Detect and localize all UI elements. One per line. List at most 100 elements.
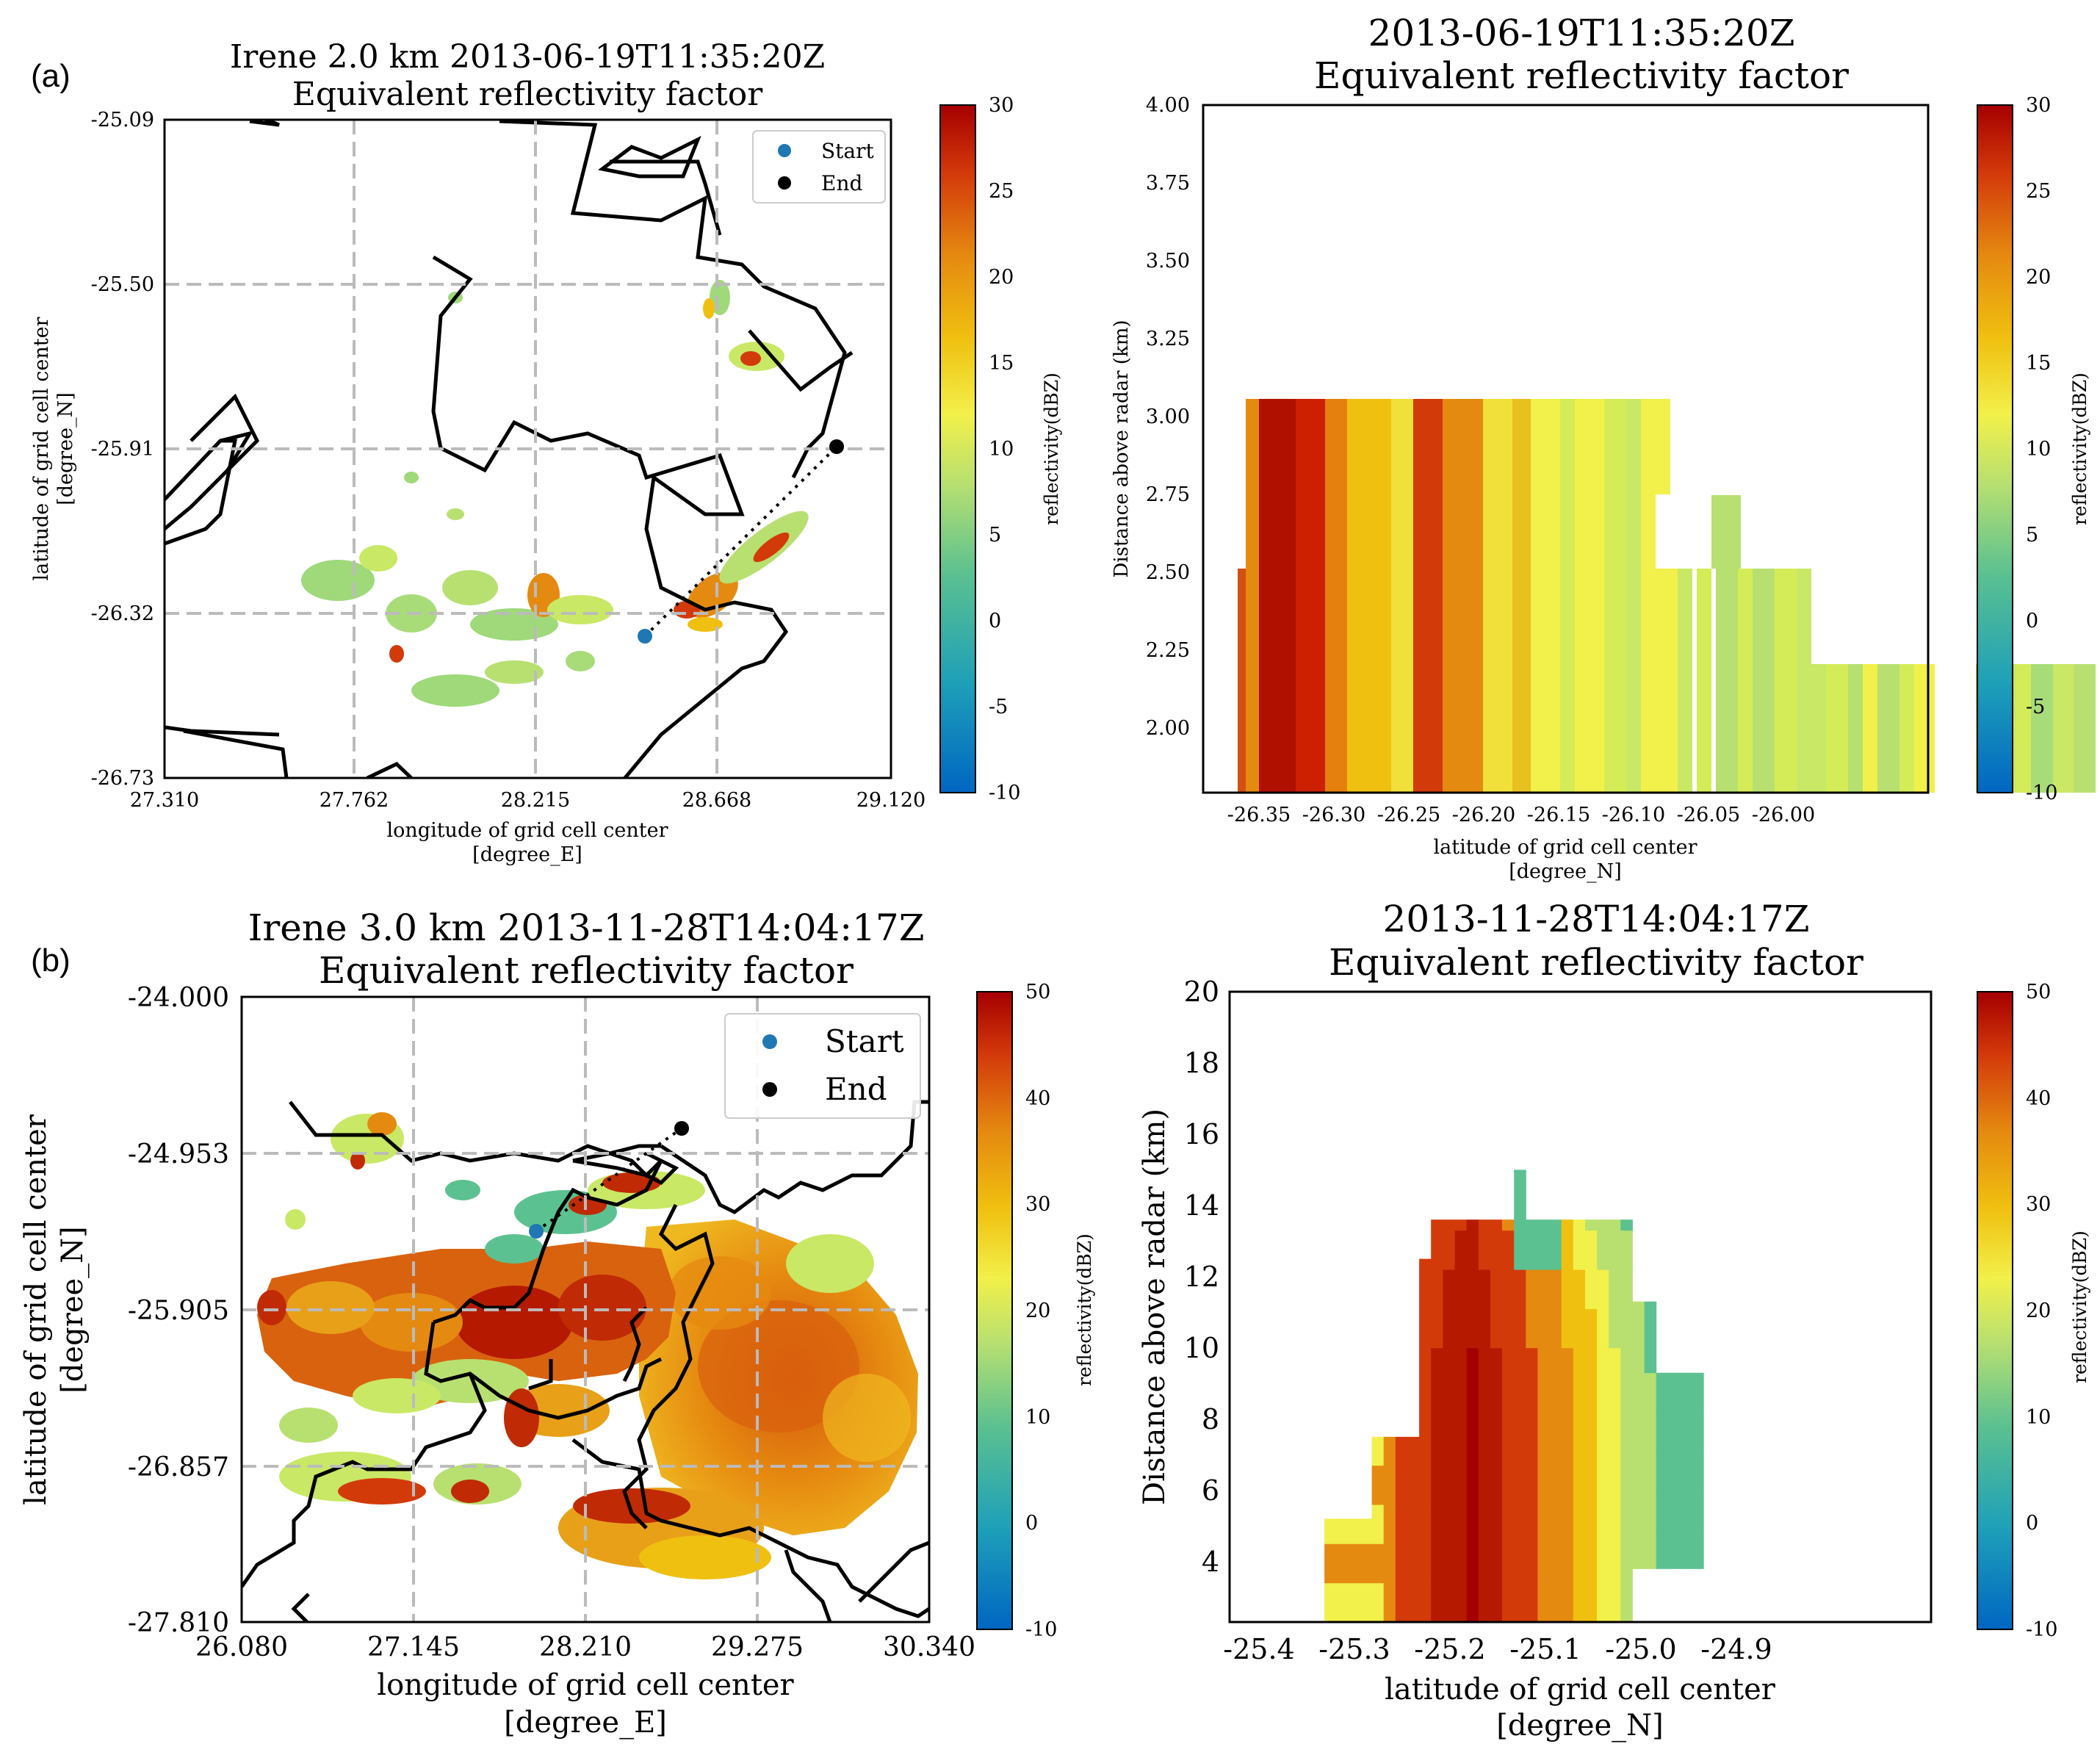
- a-map-end-marker: [829, 439, 844, 454]
- b-xs-cell: [1597, 1504, 1609, 1544]
- b-xs-cell: [1502, 1504, 1515, 1544]
- b-xs-cell: [1514, 1170, 1526, 1192]
- b-xs-cell: [1502, 1582, 1515, 1623]
- b-xs-cell: [1324, 1518, 1337, 1544]
- a-xs-xlabel: latitude of grid cell center: [1433, 836, 1697, 859]
- b-xs-cell: [1656, 1412, 1669, 1452]
- b-xs-cell: [1609, 1308, 1621, 1349]
- b-xs-cell: [1597, 1465, 1609, 1505]
- b-xs-cell: [1454, 1347, 1468, 1388]
- b-xs-ytick: 18: [1184, 1047, 1219, 1079]
- b-xs-cell: [1395, 1582, 1408, 1623]
- b-xs-cell: [1443, 1230, 1455, 1270]
- b-xs-cell: [1549, 1582, 1562, 1623]
- panel-label-b: (b): [31, 943, 71, 979]
- b-xs-cell: [1466, 1219, 1479, 1231]
- b-xs-cell: [1549, 1504, 1562, 1544]
- a-map-xlabel: longitude of grid cell center: [387, 819, 668, 842]
- b-xs-cell: [1620, 1504, 1633, 1544]
- b-xs-cell: [1466, 1426, 1479, 1466]
- a-xs-cbar-tick: 25: [2026, 180, 2051, 203]
- b-xs-cell: [1680, 1490, 1692, 1530]
- b-xs-cell: [1573, 1504, 1586, 1544]
- b-xs-cell: [1514, 1426, 1526, 1466]
- a-map-yticks: -25.09 -25.50 -25.91 -26.32 -26.73: [91, 109, 154, 790]
- b-xs-cell: [1537, 1465, 1550, 1505]
- a-map-xtick: 28.668: [682, 789, 751, 812]
- b-xs-cell: [1431, 1504, 1443, 1544]
- a-map-ytick: -25.91: [91, 438, 154, 461]
- b-xs-cell: [1360, 1543, 1372, 1584]
- b-xs-cell: [1466, 1543, 1479, 1584]
- b-xs-ytick: 20: [1184, 976, 1219, 1008]
- b-xs-cell: [1644, 1372, 1657, 1413]
- b-xs-xtick: -25.3: [1318, 1633, 1390, 1665]
- b-xs-cell: [1597, 1219, 1609, 1231]
- b-xs-frame: [1228, 990, 1933, 1624]
- b-xs-ytick: 4: [1202, 1546, 1219, 1578]
- b-xs-cell: [1644, 1301, 1657, 1334]
- b-xs-cell: [1371, 1543, 1385, 1584]
- b-xs-cell: [1466, 1387, 1479, 1427]
- b-xs-cell: [1692, 1529, 1704, 1569]
- b-xs-cell: [1454, 1426, 1468, 1466]
- b-xs-cell: [1502, 1269, 1515, 1309]
- b-xs-cell: [1478, 1308, 1491, 1349]
- chart-b-xs: 2013-11-28T14:04:17Z Equivalent reflecti…: [1329, 898, 1863, 984]
- a-map-ytick: -25.50: [91, 273, 154, 296]
- b-xs-cell: [1502, 1308, 1515, 1349]
- chart-a-xs: 2013-06-19T11:35:20Z Equivalent reflecti…: [1238, 12, 2096, 793]
- b-xs-cell: [1407, 1436, 1420, 1466]
- b-xs-cell: [1431, 1465, 1443, 1505]
- b-xs-cell: [1597, 1269, 1609, 1309]
- b-xs-cell: [1609, 1504, 1621, 1544]
- b-xs-cell: [1407, 1465, 1420, 1505]
- b-xs-cell: [1573, 1269, 1586, 1309]
- b-xs-cell: [1620, 1543, 1633, 1584]
- b-xs-cell: [1609, 1426, 1621, 1466]
- a-xs-ytick: 3.75: [1146, 172, 1190, 195]
- a-xs-axes: 4.00 3.75 3.50 3.25 3.00 2.75 2.50 2.25 …: [1111, 94, 1930, 883]
- b-map-legend: Start End: [724, 1013, 921, 1119]
- b-xs-cell: [1620, 1269, 1633, 1309]
- b-map-cbar-tick: 20: [1025, 1300, 1050, 1322]
- b-xs-cell: [1597, 1387, 1609, 1427]
- a-xs-cbar-tick: 10: [2026, 438, 2051, 461]
- b-xs-colorbar: 50 40 30 20 10 0 -10 reflectivity(dBZ): [1977, 981, 2090, 1641]
- b-xs-cell: [1514, 1582, 1526, 1623]
- a-map-cbar-tick: 0: [989, 610, 1001, 633]
- b-xs-cell: [1632, 1301, 1645, 1334]
- b-xs-cell: [1431, 1219, 1443, 1231]
- b-xs-cell: [1620, 1219, 1633, 1231]
- b-xs-cell: [1573, 1543, 1586, 1584]
- a-map-cbar-tick: 20: [989, 266, 1014, 289]
- b-xs-cell: [1620, 1308, 1633, 1349]
- b-xs-cell: [1419, 1347, 1432, 1388]
- b-xs-cell: [1609, 1219, 1621, 1231]
- b-xs-cell: [1383, 1543, 1396, 1584]
- b-xs-cell: [1585, 1387, 1598, 1427]
- b-xs-cell: [1585, 1582, 1598, 1623]
- b-xs-cbar-tick: 20: [2026, 1300, 2051, 1322]
- a-map-ytick: -26.73: [91, 767, 154, 790]
- b-xs-xlabel: latitude of grid cell center: [1385, 1673, 1776, 1707]
- b-xs-cbar-tick: 10: [2026, 1406, 2051, 1429]
- a-map-ytick: -26.32: [91, 602, 154, 625]
- a-map-yunit: [degree_N]: [54, 392, 77, 505]
- b-xs-cell: [1360, 1518, 1372, 1544]
- a-xs-cbar-tick: 20: [2026, 266, 2051, 289]
- b-xs-cell: [1680, 1372, 1692, 1413]
- chart-a-map: Irene 2.0 km 2013-06-19T11:35:20Z Equiva…: [30, 38, 1062, 866]
- b-xs-cell: [1466, 1347, 1479, 1388]
- b-xs-cell: [1656, 1529, 1669, 1569]
- b-map-title: Irene 3.0 km 2013-11-28T14:04:17Z: [248, 907, 925, 949]
- b-xs-cell: [1371, 1504, 1385, 1544]
- b-xs-cell: [1371, 1465, 1385, 1505]
- b-xs-cell: [1537, 1387, 1550, 1427]
- b-xs-cell: [1502, 1219, 1515, 1231]
- b-map-cbar-tick: 10: [1025, 1406, 1050, 1429]
- b-xs-cell: [1549, 1347, 1562, 1388]
- a-map-plot: [165, 120, 854, 778]
- b-xs-cell: [1419, 1504, 1432, 1544]
